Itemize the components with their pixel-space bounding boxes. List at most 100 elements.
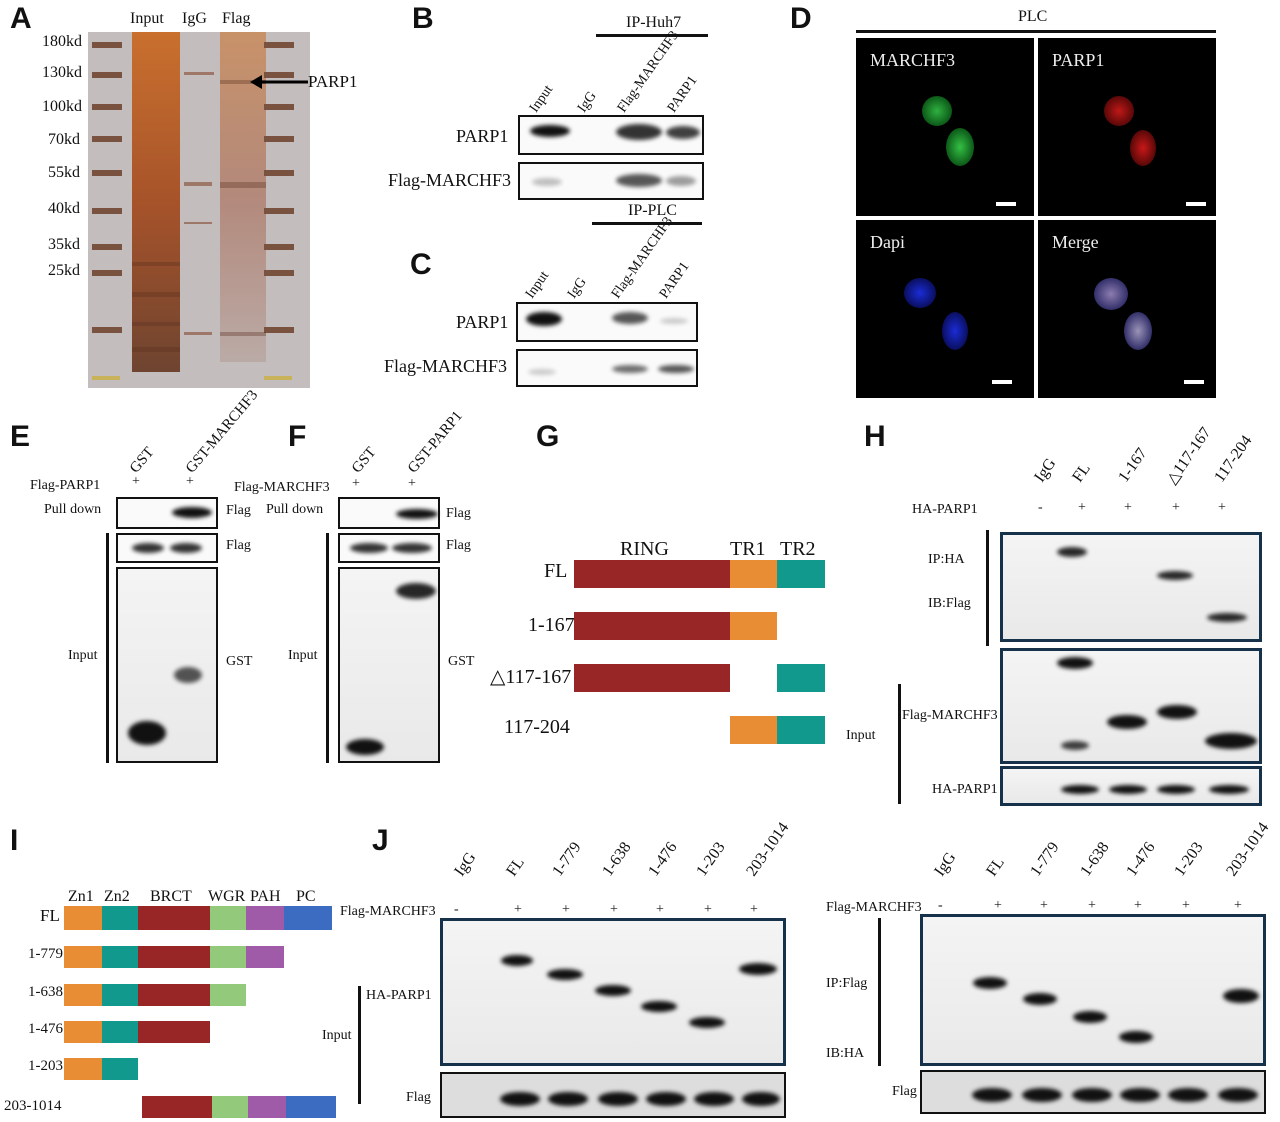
blot-e-gst [116, 567, 218, 763]
lane-h-igg: IgG [1031, 455, 1060, 486]
lane-b-input: Input [526, 82, 557, 116]
panel-label-f: F [288, 420, 307, 453]
lane-j-203-1014: 203-1014 [743, 819, 793, 880]
segment-zn2 [102, 984, 138, 1006]
segment-zn1 [64, 946, 102, 968]
lane-f-gst-parp1: GST-PARP1 [404, 408, 466, 477]
ip-label-huh7: IP-Huh7 [626, 14, 682, 31]
domain-label-pah: PAH [250, 888, 281, 905]
segment-zn2 [102, 946, 138, 968]
row-label-parp1: PARP1 [456, 126, 509, 146]
segment-zn1 [64, 906, 102, 930]
segment-pah [248, 1096, 286, 1118]
lane-label-igg: IgG [182, 10, 207, 27]
left-label-j2-flag: Flag [892, 1084, 917, 1099]
sign-e-1: + [186, 474, 194, 489]
micro-title-plc: PLC [1018, 8, 1048, 25]
sign-j2-0: - [938, 898, 943, 913]
lane-b-igg: IgG [574, 88, 600, 116]
right-label-f-flag-2: Flag [446, 538, 471, 553]
segment-ring [574, 560, 730, 588]
right-label-f-gst: GST [448, 654, 475, 669]
segment-tr1 [730, 560, 777, 588]
segment-brct [138, 906, 210, 930]
segment-tr2 [777, 664, 825, 692]
lane-j-1-638: 1-638 [599, 839, 635, 880]
lane-j-1-779: 1-779 [549, 839, 585, 880]
lane-c-input: Input [522, 268, 553, 302]
micro-title-line [856, 30, 1216, 33]
segment-brct [138, 1021, 210, 1043]
row-label-h-ha-parp1: HA-PARP1 [912, 502, 978, 517]
sign-h-3: + [1172, 500, 1180, 515]
sign-j-5: + [704, 902, 712, 917]
blot-e-flag [116, 533, 218, 563]
sign-j2-4: + [1134, 898, 1142, 913]
construct-label-i-203-1014: 203-1014 [4, 1098, 62, 1114]
segment-ring [574, 664, 730, 692]
sign-f-1: + [408, 476, 416, 491]
marker-130: 130kd [42, 64, 82, 81]
left-label-j-flag: Flag [406, 1090, 431, 1105]
blot-j-input-ha [440, 918, 786, 1066]
domain-label-wgr: WGR [208, 888, 246, 905]
lane-f-gst: GST [348, 444, 380, 477]
sign-h-2: + [1124, 500, 1132, 515]
left-label-j-input: Input [322, 1028, 352, 1043]
domain-label-pc: PC [296, 888, 316, 905]
panel-label-j: J [372, 824, 389, 857]
right-label-f-flag-1: Flag [446, 506, 471, 521]
lane-j2-1-638: 1-638 [1077, 839, 1113, 880]
bracket-line-f [326, 533, 329, 763]
scale-bar [1186, 202, 1206, 206]
ip-label-plc: IP-PLC [628, 202, 677, 219]
construct-label-i-fl: FL [40, 906, 60, 925]
sign-j-3: + [610, 902, 618, 917]
panel-label-c: C [410, 248, 432, 281]
bracket-line-j2 [878, 918, 881, 1066]
lane-h-117-204: 117-204 [1211, 432, 1256, 486]
sign-j-6: + [750, 902, 758, 917]
micro-dapi: Dapi [856, 220, 1034, 398]
segment-tr2 [777, 716, 825, 744]
blot-j2-ip [920, 914, 1266, 1066]
lane-j2-igg: IgG [931, 849, 960, 880]
marker-70: 70kd [48, 131, 80, 148]
lane-h-1-167: 1-167 [1115, 445, 1151, 486]
row-label-j2-flag-marchf3: Flag-MARCHF3 [826, 900, 922, 915]
left-label-f-pulldown: Pull down [266, 502, 324, 517]
panel-label-e: E [10, 420, 31, 453]
right-label-e-gst: GST [226, 654, 253, 669]
micro-marchf3: MARCHF3 [856, 38, 1034, 216]
blot-c-flag-marchf3 [516, 349, 698, 387]
segment-tr1 [730, 716, 777, 744]
segment-zn2 [102, 906, 138, 930]
micro-merge: Merge [1038, 220, 1216, 398]
lane-j-1-476: 1-476 [645, 839, 681, 880]
panel-label-i: I [10, 824, 19, 857]
segment-brct [142, 1096, 212, 1118]
sign-j2-3: + [1088, 898, 1096, 913]
construct-label-i-1-779: 1-779 [28, 946, 63, 962]
micro-label-parp1: PARP1 [1052, 50, 1105, 70]
segment-pah [246, 906, 284, 930]
left-label-f-input: Input [288, 648, 318, 663]
bracket-line-h-ip [986, 530, 989, 646]
segment-brct [138, 946, 210, 968]
lane-c-igg: IgG [564, 274, 590, 302]
sign-j2-2: + [1040, 898, 1048, 913]
scale-bar [1184, 380, 1204, 384]
lane-j-1-203: 1-203 [693, 839, 729, 880]
segment-wgr [210, 946, 246, 968]
lane-h-del117-167: △117-167 [1163, 424, 1215, 488]
marker-35: 35kd [48, 236, 80, 253]
blot-h-ip [1000, 532, 1262, 642]
segment-pah [246, 946, 284, 968]
bracket-line-j [358, 986, 361, 1104]
blot-h-input-ha [1000, 766, 1262, 806]
construct-label-1-167: 1-167 [528, 614, 575, 636]
sign-j-2: + [562, 902, 570, 917]
segment-wgr [212, 1096, 248, 1118]
scale-bar [996, 202, 1016, 206]
segment-ring [574, 612, 730, 640]
